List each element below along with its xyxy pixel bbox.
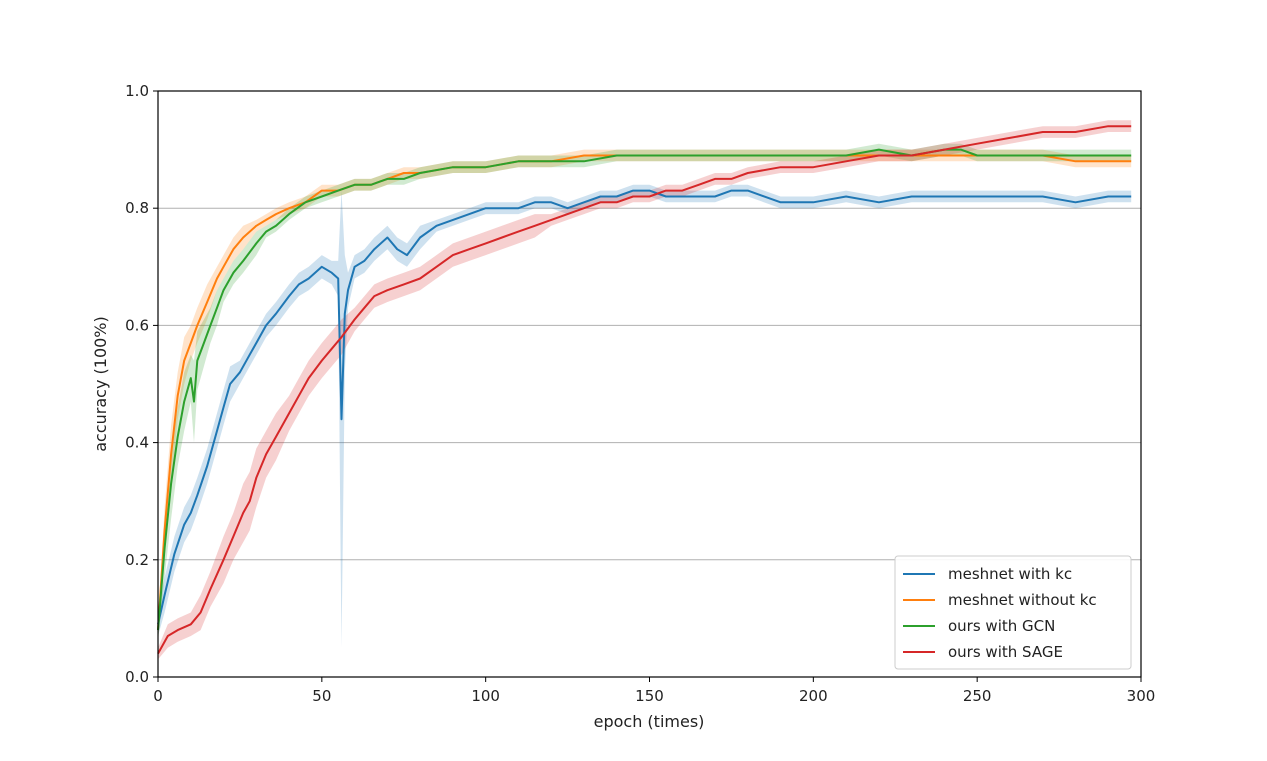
x-tick-label: 50: [312, 687, 331, 705]
x-axis-ticks: 0 50 100 150 200 250 300: [153, 677, 1155, 705]
series-line-0: [157, 189, 1132, 625]
y-axis-ticks: 0.0 0.2 0.4 0.6 0.8 1.0: [125, 82, 158, 686]
legend-label-3: ours with SAGE: [948, 643, 1063, 661]
x-tick-label: 300: [1127, 687, 1156, 705]
x-tick-label: 0: [153, 687, 163, 705]
x-tick-label: 150: [635, 687, 664, 705]
y-tick-label: 0.2: [125, 551, 149, 569]
series-lines: [157, 125, 1132, 655]
legend: meshnet with kc meshnet without kc ours wi…: [894, 555, 1132, 670]
y-tick-label: 0.6: [125, 316, 149, 334]
x-tick-label: 100: [471, 687, 500, 705]
y-tick-label: 1.0: [125, 82, 149, 100]
x-axis-label: epoch (times): [594, 712, 705, 731]
y-axis-label: accuracy (100%): [91, 316, 110, 452]
x-tick-label: 200: [799, 687, 828, 705]
legend-box: [894, 555, 1132, 670]
y-tick-label: 0.8: [125, 199, 149, 217]
legend-label-2: ours with GCN: [948, 617, 1055, 635]
legend-label-1: meshnet without kc: [948, 591, 1097, 609]
x-tick-label: 250: [963, 687, 992, 705]
series-line-3: [157, 125, 1132, 655]
y-tick-label: 0.0: [125, 668, 149, 686]
legend-label-0: meshnet with kc: [948, 565, 1072, 583]
y-tick-label: 0.4: [125, 434, 149, 452]
